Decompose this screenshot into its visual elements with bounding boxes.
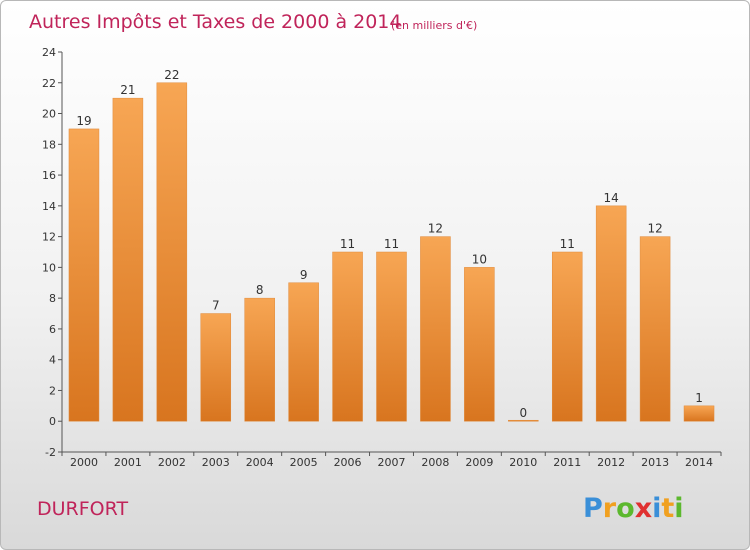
logo-letter: o [616, 493, 635, 524]
logo-letter: i [674, 493, 683, 524]
value-label-2006: 11 [340, 237, 355, 251]
location-name: DURFORT [37, 498, 128, 520]
bar-2014 [683, 405, 715, 422]
y-tick-label: 16 [42, 169, 56, 182]
x-tick-label-2003: 2003 [202, 456, 230, 469]
bar-2004 [244, 297, 275, 422]
x-tick-label-2014: 2014 [685, 456, 713, 469]
bar-2006 [332, 251, 363, 422]
x-tick-label-2010: 2010 [509, 456, 537, 469]
bar-2010 [508, 419, 539, 422]
bar-2007 [376, 251, 407, 422]
bar-2012 [595, 205, 627, 422]
bar-2011 [551, 251, 583, 422]
value-label-2008: 12 [428, 222, 443, 236]
value-label-2014: 1 [695, 391, 703, 405]
value-label-2005: 9 [300, 268, 308, 282]
bars: 19 21 22 7 8 9 11 11 12 10 0 11 14 12 1 [68, 68, 715, 422]
y-tick-label: 8 [49, 292, 56, 305]
value-label-2001: 21 [120, 83, 135, 97]
y-tick-label: 12 [42, 231, 56, 244]
x-tick-label-2006: 2006 [334, 456, 362, 469]
x-tick-label-2001: 2001 [114, 456, 142, 469]
y-tick-label: 24 [42, 46, 56, 59]
bar-2008 [420, 236, 451, 422]
x-tick-label-2009: 2009 [465, 456, 493, 469]
value-label-2003: 7 [212, 299, 220, 313]
logo-letter: r [603, 493, 617, 524]
x-tick-label-2012: 2012 [597, 456, 625, 469]
y-tick-label: 18 [42, 138, 56, 151]
y-tick-label: 6 [49, 323, 56, 336]
value-label-2007: 11 [384, 237, 399, 251]
bar-2001 [112, 97, 144, 422]
chart-subtitle: (en milliers d'€) [391, 19, 477, 32]
value-label-2013: 12 [647, 222, 662, 236]
proxiti-logo: Proxiti [583, 493, 684, 524]
y-tick-label: 22 [42, 77, 56, 90]
value-label-2000: 19 [76, 114, 91, 128]
value-label-2004: 8 [256, 283, 264, 297]
x-tick-label-2008: 2008 [421, 456, 449, 469]
y-tick-label: 0 [49, 415, 56, 428]
y-tick-label: 10 [42, 261, 56, 274]
x-tick-label-2000: 2000 [70, 456, 98, 469]
x-tick-label-2002: 2002 [158, 456, 186, 469]
value-label-2009: 10 [472, 252, 487, 266]
x-tick-label-2007: 2007 [378, 456, 406, 469]
bar-2000 [68, 128, 100, 422]
logo-letter: P [583, 493, 603, 524]
x-tick-label-2005: 2005 [290, 456, 318, 469]
x-tick-label-2004: 2004 [246, 456, 274, 469]
logo-letter: i [652, 493, 661, 524]
value-label-2011: 11 [560, 237, 575, 251]
logo-letter: t [661, 493, 674, 524]
x-tick-label-2013: 2013 [641, 456, 669, 469]
value-label-2012: 14 [604, 191, 619, 205]
chart-title: Autres Impôts et Taxes de 2000 à 2014 [29, 11, 402, 33]
x-tick-label-2011: 2011 [553, 456, 581, 469]
value-label-2010: 0 [519, 406, 527, 420]
logo-letter: x [635, 493, 652, 524]
y-tick-label: 4 [49, 354, 56, 367]
bar-2003 [200, 313, 232, 422]
y-tick-label: 20 [42, 108, 56, 121]
value-label-2002: 22 [164, 68, 179, 82]
bar-2013 [639, 236, 671, 422]
y-tick-label: 14 [42, 200, 56, 213]
y-tick-label: 2 [49, 384, 56, 397]
y-tick-label: -2 [45, 446, 56, 459]
bar-2005 [288, 282, 319, 422]
bar-2009 [464, 267, 495, 422]
bar-2002 [156, 82, 188, 422]
